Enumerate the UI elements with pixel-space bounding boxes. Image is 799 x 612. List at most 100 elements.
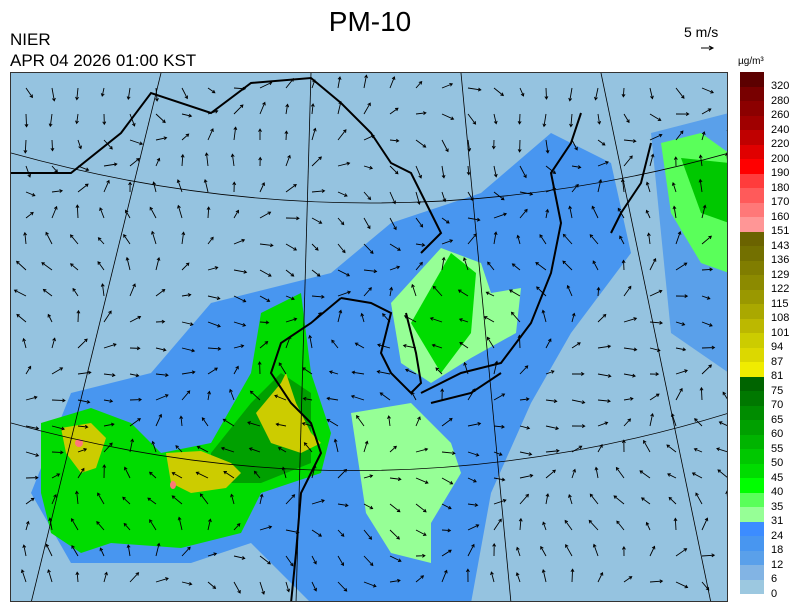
wind-arrow — [195, 471, 209, 479]
wind-arrow — [337, 217, 345, 226]
wind-arrow — [701, 235, 712, 245]
wind-arrow — [207, 128, 214, 141]
wind-arrow — [640, 497, 651, 505]
wind-arrow — [128, 181, 133, 193]
wind-arrow — [77, 424, 89, 429]
wind-arrow — [20, 569, 27, 583]
wind-arrow — [545, 370, 555, 375]
wind-arrow — [668, 496, 677, 505]
wind-arrow — [516, 234, 521, 245]
wind-arrow — [493, 393, 506, 401]
wind-arrow — [337, 468, 348, 479]
wind-arrow — [389, 503, 401, 513]
field-green — [681, 158, 727, 223]
wind-arrow — [248, 447, 261, 453]
wind-arrow — [337, 529, 345, 537]
wind-arrow — [171, 495, 183, 505]
wind-arrow — [51, 189, 64, 193]
wind-arrow — [51, 398, 66, 403]
wind-arrow — [649, 133, 663, 141]
wind-arrow — [51, 205, 58, 219]
wind-arrow — [77, 399, 91, 404]
wind-arrow — [519, 165, 527, 179]
wind-arrow — [275, 422, 287, 427]
wind-arrow — [285, 529, 300, 534]
field-yellow — [166, 451, 241, 493]
wind-arrow — [597, 178, 603, 193]
wind-arrow — [467, 524, 480, 531]
wind-arrow — [102, 464, 107, 479]
legend-label: 31 — [771, 515, 784, 527]
wind-arrow — [568, 205, 573, 219]
legend-label: 320 — [771, 80, 790, 92]
wind-arrow — [441, 569, 448, 583]
wind-arrow — [621, 259, 626, 271]
wind-arrow — [389, 529, 400, 540]
wind-arrow — [103, 571, 108, 583]
wind-arrow — [701, 517, 709, 531]
legend-label: 122 — [771, 283, 790, 295]
wind-arrow — [693, 447, 703, 453]
wind-arrow — [363, 581, 377, 588]
wind-arrow — [77, 370, 92, 375]
wind-arrow — [284, 130, 289, 141]
wind-arrow — [519, 473, 534, 479]
wind-arrow — [25, 425, 40, 431]
wind-arrow — [181, 113, 193, 118]
wind-arrow — [285, 317, 298, 323]
wind-arrow — [257, 361, 262, 375]
wind-arrow — [519, 87, 525, 97]
wind-arrow — [519, 397, 530, 402]
legend-swatch — [740, 231, 764, 246]
wind-arrow — [592, 543, 599, 557]
wind-arrow — [510, 311, 521, 323]
wind-arrow — [518, 517, 523, 531]
wind-arrow — [725, 152, 727, 160]
wind-arrow — [403, 315, 417, 323]
wind-arrow — [493, 518, 502, 531]
wind-arrow — [389, 265, 401, 271]
wind-arrow — [103, 179, 110, 193]
color-legend — [740, 72, 764, 594]
wind-arrow — [467, 87, 482, 92]
coastlines — [11, 76, 652, 601]
wind-arrow — [100, 87, 105, 97]
wind-arrow — [69, 263, 79, 271]
wind-arrow — [311, 156, 322, 167]
wind-arrow — [363, 474, 374, 479]
wind-arrow — [441, 217, 450, 224]
wind-arrow — [411, 391, 417, 401]
wind-arrow — [129, 139, 144, 146]
wind-arrow — [589, 493, 599, 505]
wind-arrow — [415, 575, 425, 583]
wind-arrow — [71, 545, 79, 557]
wind-arrow — [645, 181, 651, 193]
wind-arrow — [22, 544, 27, 557]
wind-arrow — [247, 421, 261, 427]
wind-arrow — [97, 492, 105, 505]
wind-arrow — [649, 153, 655, 167]
wind-arrow — [698, 154, 703, 167]
wind-arrow — [311, 581, 317, 592]
wind-arrow — [285, 183, 297, 193]
wind-arrow — [356, 415, 365, 427]
wind-arrow — [337, 503, 349, 508]
wind-arrow — [542, 113, 547, 128]
wind-arrow — [51, 493, 57, 505]
wind-arrow — [233, 86, 247, 91]
wind-arrow — [545, 165, 557, 175]
wind-arrow — [259, 101, 266, 115]
wind-arrow — [274, 394, 287, 401]
legend-label: 75 — [771, 384, 784, 397]
wind-arrow — [441, 503, 452, 510]
map-title: PM-10 — [328, 6, 412, 37]
wind-arrow — [621, 87, 626, 98]
wind-arrow — [326, 396, 339, 401]
wind-arrow — [69, 234, 79, 245]
wind-arrow — [645, 209, 651, 219]
wind-arrow — [71, 518, 79, 531]
wind-arrow — [562, 233, 573, 245]
wind-arrow — [541, 309, 547, 323]
wind-arrow — [646, 232, 651, 245]
wind-arrow — [487, 261, 495, 271]
